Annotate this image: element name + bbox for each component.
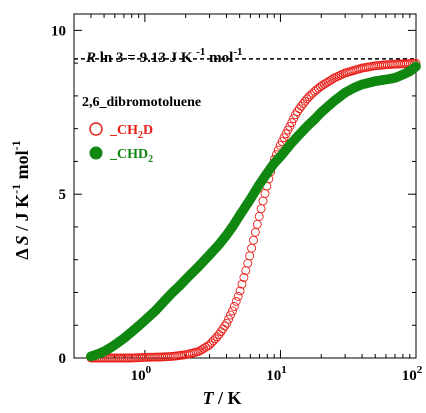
data-point bbox=[226, 310, 235, 320]
x-axis-title: T / K bbox=[202, 388, 241, 408]
legend-label-chd2: _CHD2 bbox=[109, 147, 153, 165]
legend: 2,6_dibromotoluene _CH2D _CHD2 bbox=[82, 95, 201, 165]
y-axis-title: ΔS / J K-1 mol-1 bbox=[9, 140, 32, 259]
y-tick-label: 0 bbox=[59, 351, 67, 367]
ref-symbol: R bbox=[85, 50, 96, 66]
data-point bbox=[241, 266, 251, 276]
ref-sup1: -1 bbox=[196, 46, 205, 58]
data-point bbox=[220, 321, 230, 331]
data-point bbox=[247, 243, 257, 253]
data-point bbox=[411, 61, 421, 72]
legend-ch2d-main: _CH bbox=[109, 123, 138, 138]
data-point bbox=[233, 291, 243, 301]
y-tick-label: 5 bbox=[59, 187, 67, 203]
data-point bbox=[235, 286, 245, 296]
data-point bbox=[256, 204, 266, 214]
legend-ch2d-tail: D bbox=[143, 123, 153, 138]
x-tick-label: 102 bbox=[402, 364, 423, 384]
data-point bbox=[224, 314, 234, 324]
series-1 bbox=[86, 61, 421, 362]
data-point bbox=[231, 296, 241, 306]
data-point bbox=[243, 258, 253, 268]
ref-mid: mol bbox=[205, 50, 233, 66]
data-point bbox=[249, 235, 258, 245]
data-point bbox=[250, 227, 260, 237]
y-tick-label: 10 bbox=[51, 23, 66, 39]
data-point bbox=[222, 318, 232, 328]
legend-label-ch2d: _CH2D bbox=[109, 123, 153, 141]
data-point bbox=[252, 219, 262, 229]
ylabel-symbol: S bbox=[12, 235, 32, 245]
legend-chd2-sub: 2 bbox=[148, 154, 153, 165]
data-point bbox=[260, 189, 270, 198]
axis-ticks: 100 101 102 0 5 10 bbox=[51, 14, 423, 384]
data-point bbox=[245, 251, 255, 261]
legend-chd2-main: _CHD bbox=[109, 147, 148, 162]
data-series bbox=[86, 58, 421, 363]
series-0 bbox=[86, 58, 421, 363]
ref-sup2: -1 bbox=[233, 46, 242, 58]
data-point bbox=[227, 306, 237, 316]
data-point bbox=[254, 212, 264, 221]
x-tick-label: 100 bbox=[131, 364, 152, 384]
xlabel-symbol: T bbox=[202, 388, 214, 408]
data-point bbox=[229, 301, 239, 311]
data-point bbox=[287, 118, 297, 128]
plot-frame bbox=[73, 13, 417, 359]
legend-ch2d-sub: 2 bbox=[138, 130, 143, 141]
data-point bbox=[289, 114, 299, 124]
data-point bbox=[239, 273, 249, 282]
data-point bbox=[218, 324, 228, 334]
ylabel-prefix: Δ bbox=[12, 248, 32, 259]
xlabel-unit: / K bbox=[213, 388, 241, 408]
x-tick-label: 101 bbox=[266, 364, 287, 384]
ylabel-mid: mol bbox=[12, 150, 32, 184]
reference-label: R ln 3 = 9.13 J K -1 mol-1 bbox=[85, 46, 243, 66]
data-point bbox=[258, 196, 268, 206]
legend-marker-chd2 bbox=[89, 146, 103, 160]
legend-marker-ch2d bbox=[89, 122, 103, 136]
ref-text: ln 3 = 9.13 J K bbox=[96, 50, 196, 66]
data-point bbox=[237, 279, 247, 289]
ylabel-sup2: -1 bbox=[9, 140, 23, 150]
ylabel-sup1: -1 bbox=[9, 184, 23, 194]
ylabel-unit: / J K bbox=[12, 194, 32, 236]
legend-title: 2,6_dibromotoluene bbox=[82, 95, 201, 110]
